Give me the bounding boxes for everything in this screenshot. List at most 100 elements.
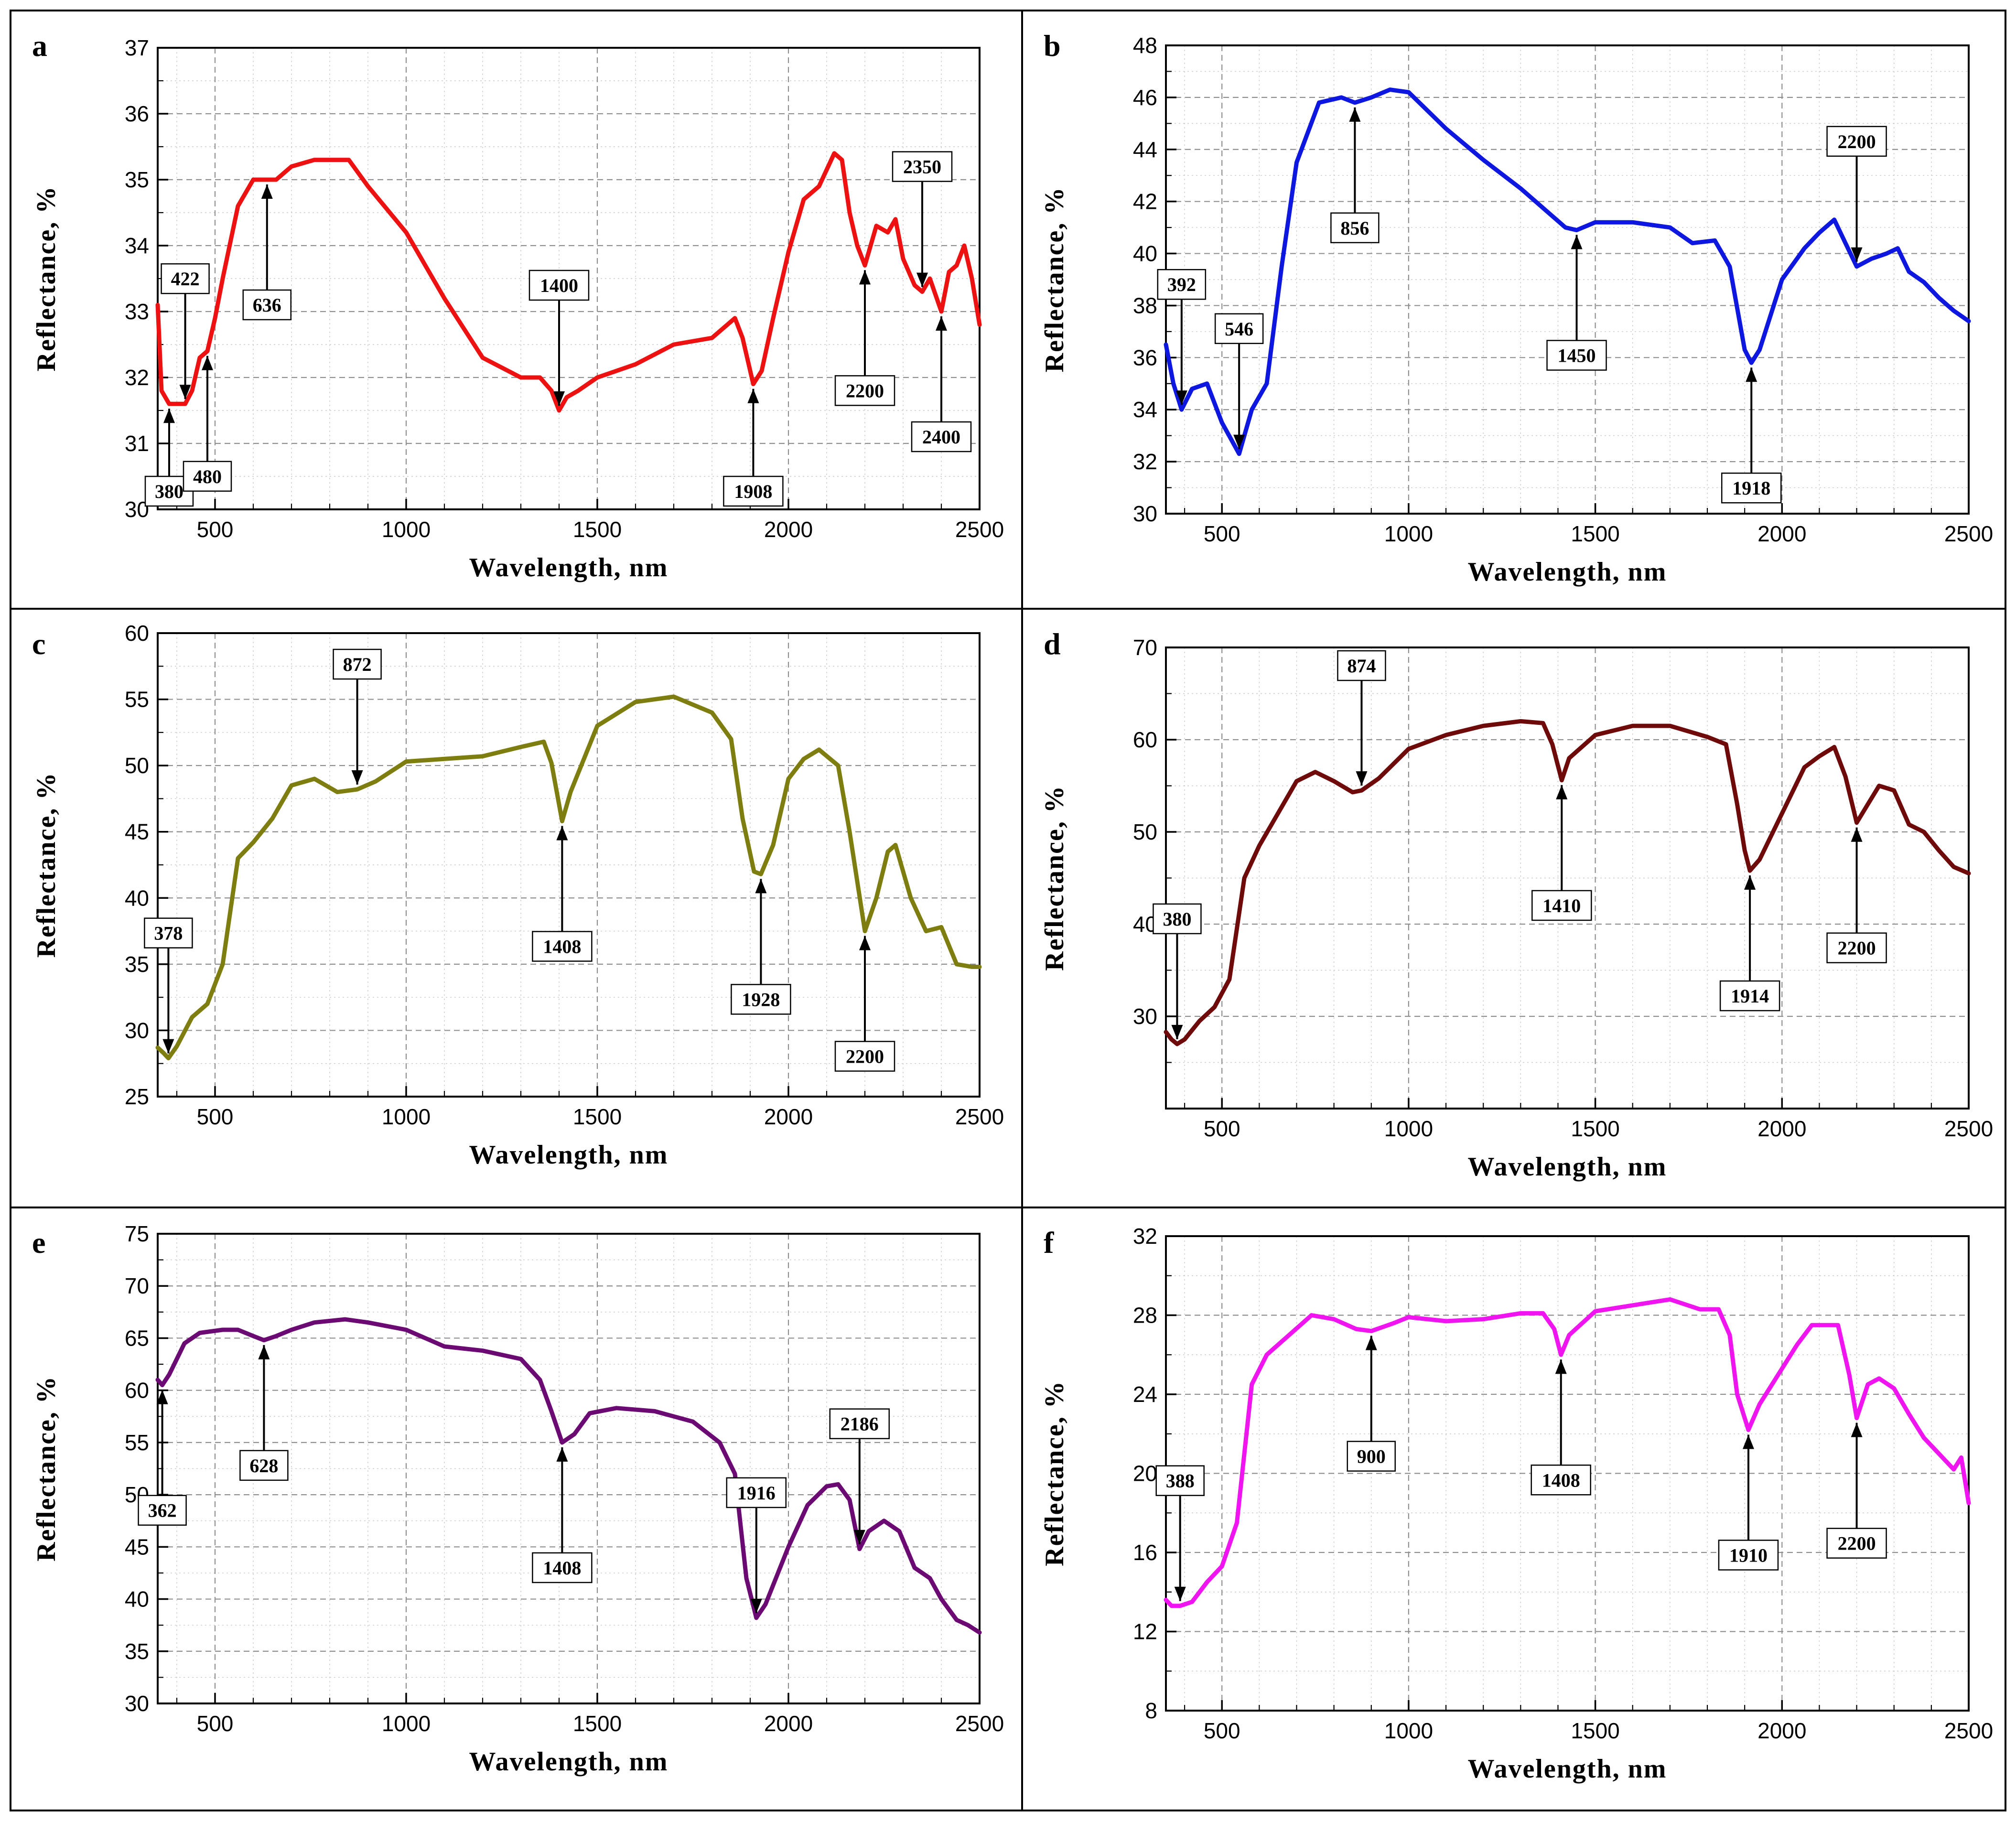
- arrow-head-icon: [163, 409, 175, 423]
- annotation-1408: 1408: [532, 1447, 593, 1584]
- series-line-e: [155, 1317, 982, 1635]
- arrow-head-icon: [1851, 247, 1863, 262]
- y-tick-label: 50: [1133, 819, 1157, 844]
- y-tick-label: 60: [125, 1378, 149, 1403]
- annotation-box: [239, 1450, 289, 1481]
- annotation-1408: 1408: [1531, 1359, 1591, 1496]
- x-tick-label: 500: [1204, 1718, 1240, 1743]
- y-tick-label: 34: [125, 233, 149, 258]
- y-tick-label: 60: [1133, 727, 1157, 752]
- annotation-box: [1347, 1441, 1396, 1472]
- panel-border: [1021, 10, 2006, 610]
- arrow-head-icon: [1171, 1024, 1183, 1039]
- grid: [158, 1234, 980, 1703]
- annotation-box: [532, 931, 593, 962]
- annotation-label: 2186: [841, 1413, 879, 1435]
- annotation-label: 362: [148, 1500, 177, 1521]
- x-tick-label: 500: [1204, 1116, 1240, 1141]
- y-tick-label: 16: [1133, 1540, 1157, 1565]
- y-tick-label: 32: [1133, 449, 1157, 474]
- y-tick-label: 60: [125, 621, 149, 646]
- annotation-box: [1531, 1465, 1591, 1496]
- panel-border: [10, 10, 1023, 610]
- y-tick-label: 40: [125, 1587, 149, 1612]
- x-tick-label: 1000: [382, 1104, 431, 1129]
- arrow-head-icon: [853, 1530, 865, 1544]
- y-tick-label: 44: [1133, 137, 1157, 162]
- grid: [1166, 647, 1969, 1109]
- panel-letter: d: [1044, 627, 1061, 661]
- x-tick-label: 2500: [1944, 1718, 1993, 1743]
- annotation-box: [1330, 212, 1380, 244]
- annotation-box: [892, 151, 953, 182]
- arrow-head-icon: [261, 184, 273, 199]
- annotation-label: 1928: [742, 989, 780, 1010]
- x-tick-label: 1000: [1384, 1116, 1433, 1141]
- annotation-label: 1916: [737, 1482, 776, 1504]
- y-tick-label: 45: [125, 819, 149, 844]
- annotation-label: 422: [171, 268, 200, 290]
- y-axis-title: Reflectance, %: [32, 1376, 61, 1562]
- annotation-box: [1826, 932, 1887, 963]
- annotation-box: [1721, 472, 1782, 504]
- arrow-head-icon: [1851, 1422, 1863, 1437]
- axes: 500 1000 1500 2000 2500 30 32 34 36 38 40 42 44 46 48: [1133, 33, 1993, 546]
- annotation-380: 380: [1153, 903, 1202, 1039]
- annotation-874: 874: [1337, 650, 1386, 786]
- x-tick-label: 2500: [955, 1711, 1004, 1736]
- annotation-label: 2350: [903, 156, 941, 178]
- x-tick-label: 1000: [1384, 1718, 1433, 1743]
- y-tick-label: 25: [125, 1084, 149, 1109]
- x-tick-label: 2500: [955, 517, 1004, 542]
- arrow-head-icon: [1571, 235, 1583, 249]
- annotation-label: 2200: [1838, 131, 1876, 152]
- annotation-box: [1826, 126, 1887, 157]
- annotation-label: 1918: [1732, 477, 1770, 499]
- y-tick-label: 12: [1133, 1619, 1157, 1644]
- panel-c: c 500 1000 1500 2000 2500 25 30 35 40 45 50 55 60 Wave…: [10, 608, 1023, 1208]
- annotation-856: 856: [1330, 107, 1380, 244]
- y-tick-label: 30: [1133, 1004, 1157, 1029]
- annotation-label: 900: [1357, 1446, 1386, 1467]
- x-axis-title: Wavelength, nm: [469, 1140, 668, 1170]
- x-tick-label: 1500: [573, 1711, 622, 1736]
- y-tick-label: 50: [125, 753, 149, 778]
- annotation-label: 378: [154, 923, 183, 944]
- y-tick-label: 20: [1133, 1461, 1157, 1486]
- annotation-1450: 1450: [1546, 235, 1607, 371]
- arrow-head-icon: [1356, 771, 1368, 786]
- x-tick-label: 500: [1204, 521, 1240, 546]
- x-tick-label: 1000: [382, 517, 431, 542]
- annotation-box: [183, 461, 232, 492]
- annotation-388: 388: [1155, 1465, 1205, 1601]
- x-tick-label: 2000: [1757, 521, 1806, 546]
- annotation-label: 2200: [846, 380, 884, 401]
- series-line-d: [1164, 719, 1971, 1046]
- y-tick-label: 70: [1133, 635, 1157, 660]
- annotation-2200: 2200: [1826, 126, 1887, 262]
- y-axis-title: Reflectance, %: [1040, 785, 1069, 971]
- x-tick-label: 2500: [955, 1104, 1004, 1129]
- arrow-head-icon: [1174, 1586, 1186, 1601]
- arrow-head-icon: [156, 1390, 168, 1404]
- annotation-392: 392: [1157, 269, 1207, 405]
- annotation-1408: 1408: [532, 826, 593, 962]
- arrow-head-icon: [859, 270, 871, 285]
- axes: 500 1000 1500 2000 2500 25 30 35 40 45 50 55 60: [125, 621, 1004, 1129]
- panel-letter: b: [1044, 29, 1061, 63]
- arrow-head-icon: [1851, 827, 1863, 842]
- y-tick-label: 30: [1133, 501, 1157, 526]
- x-tick-label: 2000: [1757, 1116, 1806, 1141]
- series-line-c: [155, 694, 982, 1061]
- arrow-head-icon: [750, 1598, 762, 1613]
- annotation-label: 1410: [1542, 895, 1581, 916]
- annotation-label: 1910: [1729, 1544, 1768, 1566]
- arrow-head-icon: [179, 385, 191, 399]
- x-axis-title: Wavelength, nm: [469, 1747, 668, 1777]
- series-line-a: [155, 151, 982, 413]
- y-tick-label: 55: [125, 1430, 149, 1455]
- y-tick-label: 35: [125, 167, 149, 192]
